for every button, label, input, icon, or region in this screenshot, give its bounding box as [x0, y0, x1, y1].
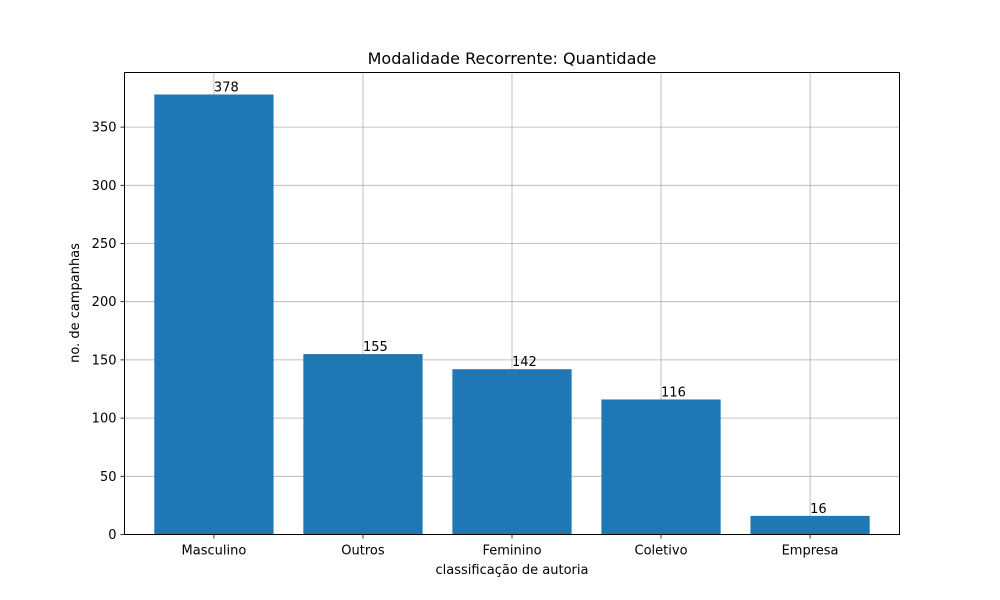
bar-coletivo	[601, 399, 721, 535]
y-tick-label: 150	[92, 353, 117, 368]
x-axis: Masculino Outros Feminino Coletivo Empresa	[182, 534, 839, 559]
y-tick-label: 250	[92, 237, 117, 252]
y-tick-label: 300	[92, 179, 117, 194]
bar-empresa	[750, 515, 870, 535]
x-tick-label: Outros	[341, 544, 385, 559]
bar-masculino	[154, 94, 274, 535]
x-tick-label: Masculino	[182, 544, 247, 559]
data-label: 116	[661, 385, 686, 400]
bar-feminino	[452, 369, 572, 535]
y-tick-label: 200	[92, 295, 117, 310]
y-tick-label: 50	[100, 470, 117, 485]
data-label: 142	[512, 355, 537, 370]
x-axis-label: classificação de autoria	[436, 563, 589, 578]
chart-title: Modalidade Recorrente: Quantidade	[368, 49, 657, 68]
y-tick-label: 100	[92, 412, 117, 427]
data-label: 155	[363, 340, 388, 355]
y-tick-label: 350	[92, 121, 117, 136]
x-tick-label: Coletivo	[635, 544, 688, 559]
y-tick-label: 0	[108, 528, 116, 543]
x-tick-label: Empresa	[782, 544, 839, 559]
y-axis: 0 50 100 150 200 250 300 350	[92, 121, 125, 543]
data-labels: 378 155 142 116 16	[214, 81, 827, 517]
x-tick-label: Feminino	[482, 544, 541, 559]
y-axis-label: no. de campanhas	[68, 243, 83, 363]
bars	[154, 94, 870, 535]
data-label: 16	[810, 502, 827, 517]
data-label: 378	[214, 81, 239, 96]
bar-outros	[303, 354, 423, 535]
